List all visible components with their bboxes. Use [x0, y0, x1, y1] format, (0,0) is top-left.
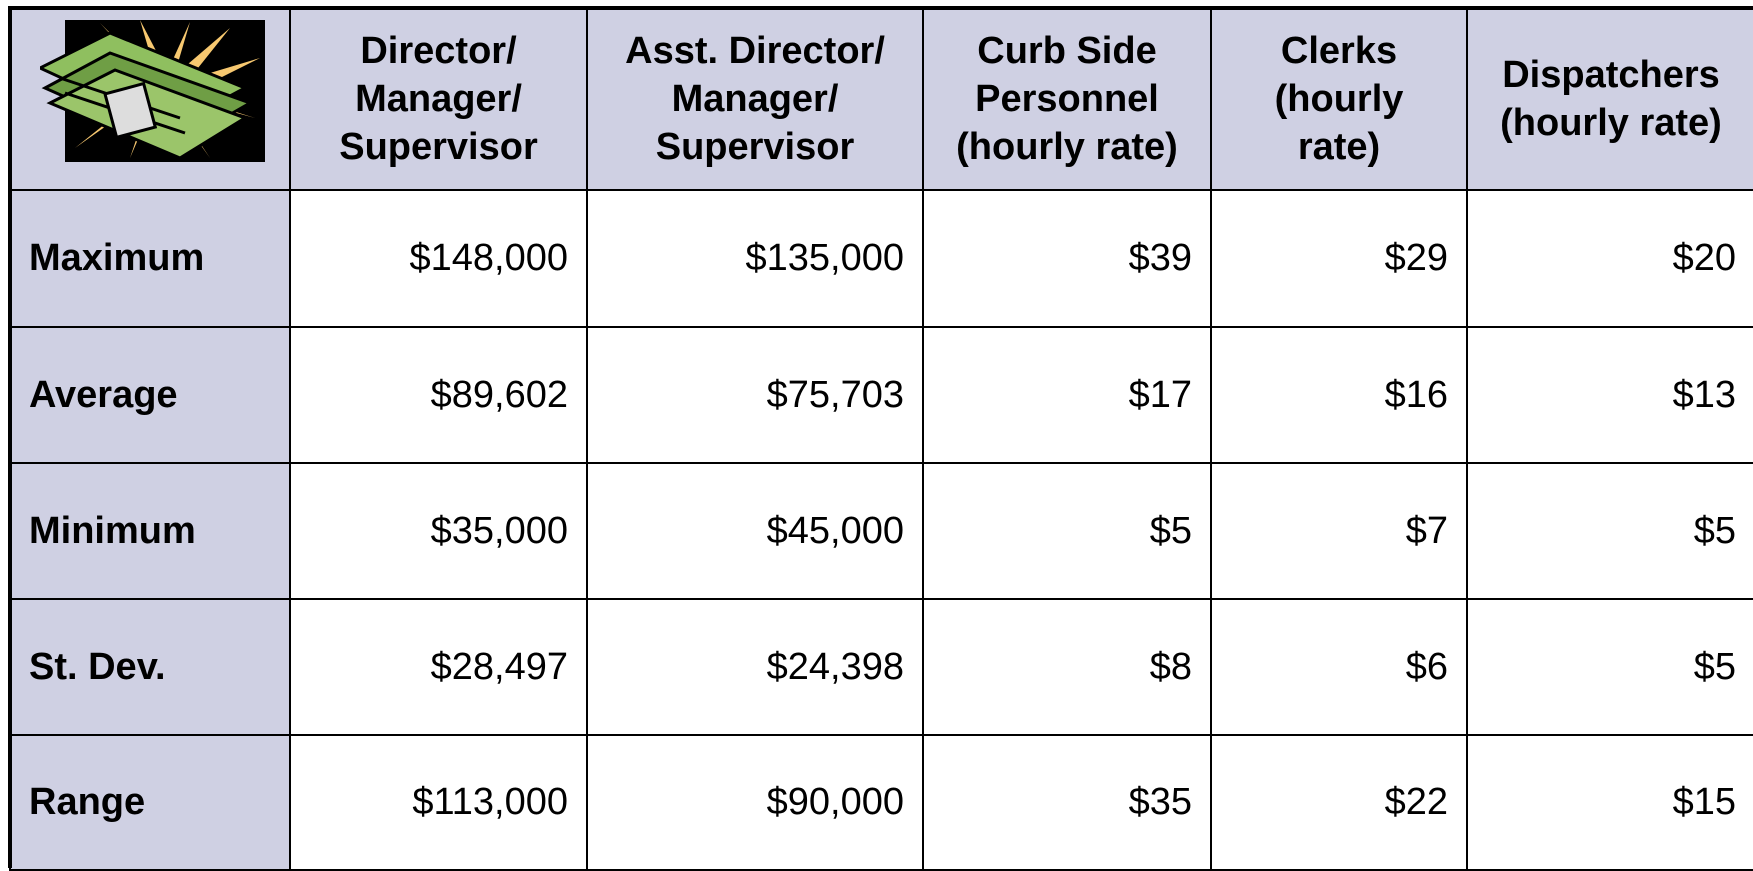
column-header: Dispatchers (hourly rate) [1466, 7, 1753, 191]
money-icon [40, 18, 275, 164]
value-cell: $5 [1466, 598, 1753, 736]
value-cell: $20 [1466, 189, 1753, 328]
column-header: Asst. Director/ Manager/ Supervisor [586, 7, 924, 191]
value-cell: $89,602 [289, 326, 588, 464]
value-cell: $35,000 [289, 462, 588, 600]
column-header: Curb Side Personnel (hourly rate) [922, 7, 1212, 191]
value-cell: $75,703 [586, 326, 924, 464]
row-label: Average [9, 326, 291, 464]
value-cell: $6 [1210, 598, 1468, 736]
value-cell: $28,497 [289, 598, 588, 736]
row-label: Maximum [9, 189, 291, 328]
value-cell: $90,000 [586, 734, 924, 871]
value-cell: $16 [1210, 326, 1468, 464]
column-header: Clerks (hourly rate) [1210, 7, 1468, 191]
value-cell: $17 [922, 326, 1212, 464]
value-cell: $13 [1466, 326, 1753, 464]
column-header: Director/ Manager/ Supervisor [289, 7, 588, 191]
value-cell: $7 [1210, 462, 1468, 600]
value-cell: $29 [1210, 189, 1468, 328]
row-label: Minimum [9, 462, 291, 600]
page: Director/ Manager/ SupervisorAsst. Direc… [0, 0, 1753, 868]
value-cell: $22 [1210, 734, 1468, 871]
value-cell: $45,000 [586, 462, 924, 600]
value-cell: $15 [1466, 734, 1753, 871]
value-cell: $24,398 [586, 598, 924, 736]
table-border [8, 6, 12, 868]
value-cell: $135,000 [586, 189, 924, 328]
value-cell: $148,000 [289, 189, 588, 328]
value-cell: $5 [1466, 462, 1753, 600]
value-cell: $5 [922, 462, 1212, 600]
value-cell: $35 [922, 734, 1212, 871]
row-label: Range [9, 734, 291, 871]
value-cell: $8 [922, 598, 1212, 736]
row-label: St. Dev. [9, 598, 291, 736]
table-border [8, 6, 1753, 10]
value-cell: $39 [922, 189, 1212, 328]
value-cell: $113,000 [289, 734, 588, 871]
